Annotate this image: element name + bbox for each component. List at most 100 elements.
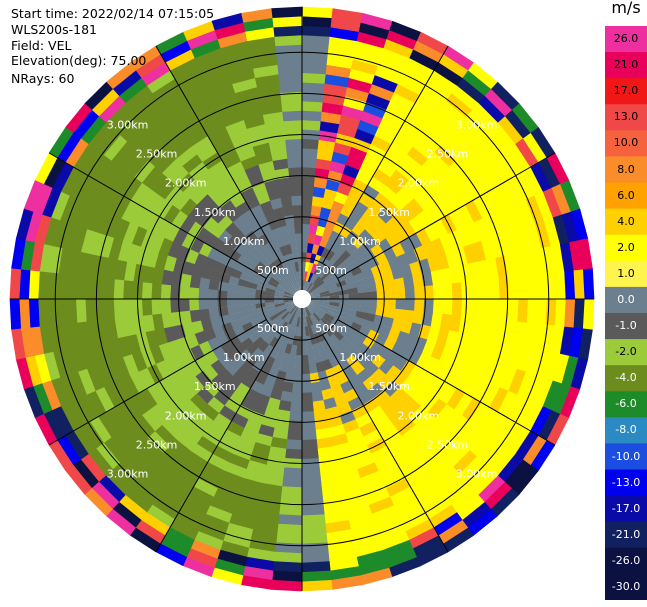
ppi-cell (179, 298, 190, 312)
ppi-cell (284, 243, 293, 255)
ppi-cell (277, 63, 303, 75)
ppi-cell (275, 304, 286, 311)
colorbar-tick-label: 0.0 (617, 293, 635, 306)
ppi-cell (302, 157, 318, 169)
ppi-cell (301, 336, 307, 347)
ppi-cell (385, 216, 402, 233)
ppi-cell (163, 130, 187, 153)
range-ring-label: 2.50km (427, 148, 469, 161)
ppi-cell (408, 364, 425, 383)
ppi-cell (151, 313, 164, 331)
colorbar-bin (605, 443, 647, 471)
ppi-cell (258, 160, 275, 174)
ppi-cell (409, 49, 440, 71)
ppi-cell (189, 309, 201, 323)
ppi-cell (303, 270, 308, 281)
ppi-cell (207, 298, 218, 309)
ppi-cell (103, 298, 115, 320)
ppi-cell (207, 184, 225, 202)
ppi-cell (467, 509, 498, 536)
ppi-cell (131, 225, 148, 247)
ppi-cell (225, 119, 248, 136)
ppi-cell (52, 161, 74, 192)
ppi-cell (48, 439, 74, 471)
ppi-cell (201, 176, 220, 195)
ppi-cell (221, 470, 244, 488)
ppi-cell (290, 185, 303, 197)
ppi-cell (171, 210, 189, 229)
ppi-cell (386, 436, 408, 455)
ppi-cell (98, 474, 126, 503)
ppi-cell (151, 267, 165, 285)
ppi-cell (273, 25, 303, 37)
ppi-cell (331, 433, 349, 447)
ppi-cell (259, 363, 272, 377)
ppi-cell (285, 439, 302, 450)
ppi-cell (376, 290, 387, 300)
ppi-cell (68, 371, 87, 399)
ppi-cell (168, 412, 189, 433)
ppi-cell (124, 487, 153, 513)
ppi-cell (163, 94, 190, 117)
ppi-cell (245, 298, 256, 305)
ppi-cell (391, 318, 404, 332)
ppi-cell (361, 319, 374, 330)
ppi-cell (160, 298, 172, 314)
ppi-cell (113, 278, 125, 299)
ppi-cell (263, 344, 274, 357)
ppi-cell (388, 557, 421, 578)
ppi-cell (250, 529, 278, 543)
ppi-cell (161, 158, 183, 180)
ppi-cell (334, 314, 346, 323)
ppi-cell (197, 469, 222, 489)
ppi-cell (276, 306, 286, 314)
ppi-cell (262, 473, 284, 487)
ppi-cell (440, 437, 464, 461)
colorbar-bin (605, 573, 647, 600)
ppi-cell (187, 204, 205, 222)
ppi-cell (505, 394, 526, 423)
ppi-cell (209, 269, 222, 282)
ppi-cell (342, 164, 360, 179)
ppi-cell (309, 303, 319, 311)
ppi-cell (149, 172, 170, 194)
ppi-cell (263, 267, 275, 278)
ppi-cell (319, 379, 332, 392)
ppi-cell (297, 251, 303, 262)
ppi-cell (345, 86, 370, 103)
ppi-cell (432, 284, 444, 300)
ppi-cell (239, 272, 251, 282)
ppi-cell (545, 272, 557, 300)
ppi-cell (301, 392, 313, 403)
ppi-cell (172, 352, 188, 370)
ppi-cell (126, 333, 141, 355)
ppi-cell (133, 443, 158, 468)
ppi-cell (34, 213, 52, 245)
ppi-cell (315, 158, 332, 171)
ppi-cell (302, 214, 312, 225)
ppi-cell (235, 200, 251, 216)
ppi-cell (175, 146, 198, 167)
ppi-cell (415, 165, 436, 186)
ppi-cell (231, 228, 246, 243)
ppi-cell (162, 373, 181, 394)
ppi-cell (358, 325, 371, 337)
ppi-cell (400, 360, 417, 377)
ppi-cell (320, 293, 331, 298)
colorbar-bin (605, 391, 647, 418)
ppi-cell (324, 73, 350, 88)
ppi-cell (301, 542, 329, 554)
ppi-cell (455, 420, 478, 445)
ppi-cell (324, 347, 335, 360)
ppi-cell (131, 350, 148, 372)
ppi-cell (95, 185, 115, 211)
ppi-cell (126, 123, 152, 148)
ppi-cell (273, 551, 302, 564)
ppi-cell (43, 156, 66, 188)
ppi-cell (257, 245, 270, 258)
ppi-cell (523, 250, 537, 276)
ppi-cell (245, 292, 256, 299)
ppi-cell (365, 488, 391, 506)
ppi-cell (194, 169, 214, 188)
ppi-cell (217, 289, 228, 299)
